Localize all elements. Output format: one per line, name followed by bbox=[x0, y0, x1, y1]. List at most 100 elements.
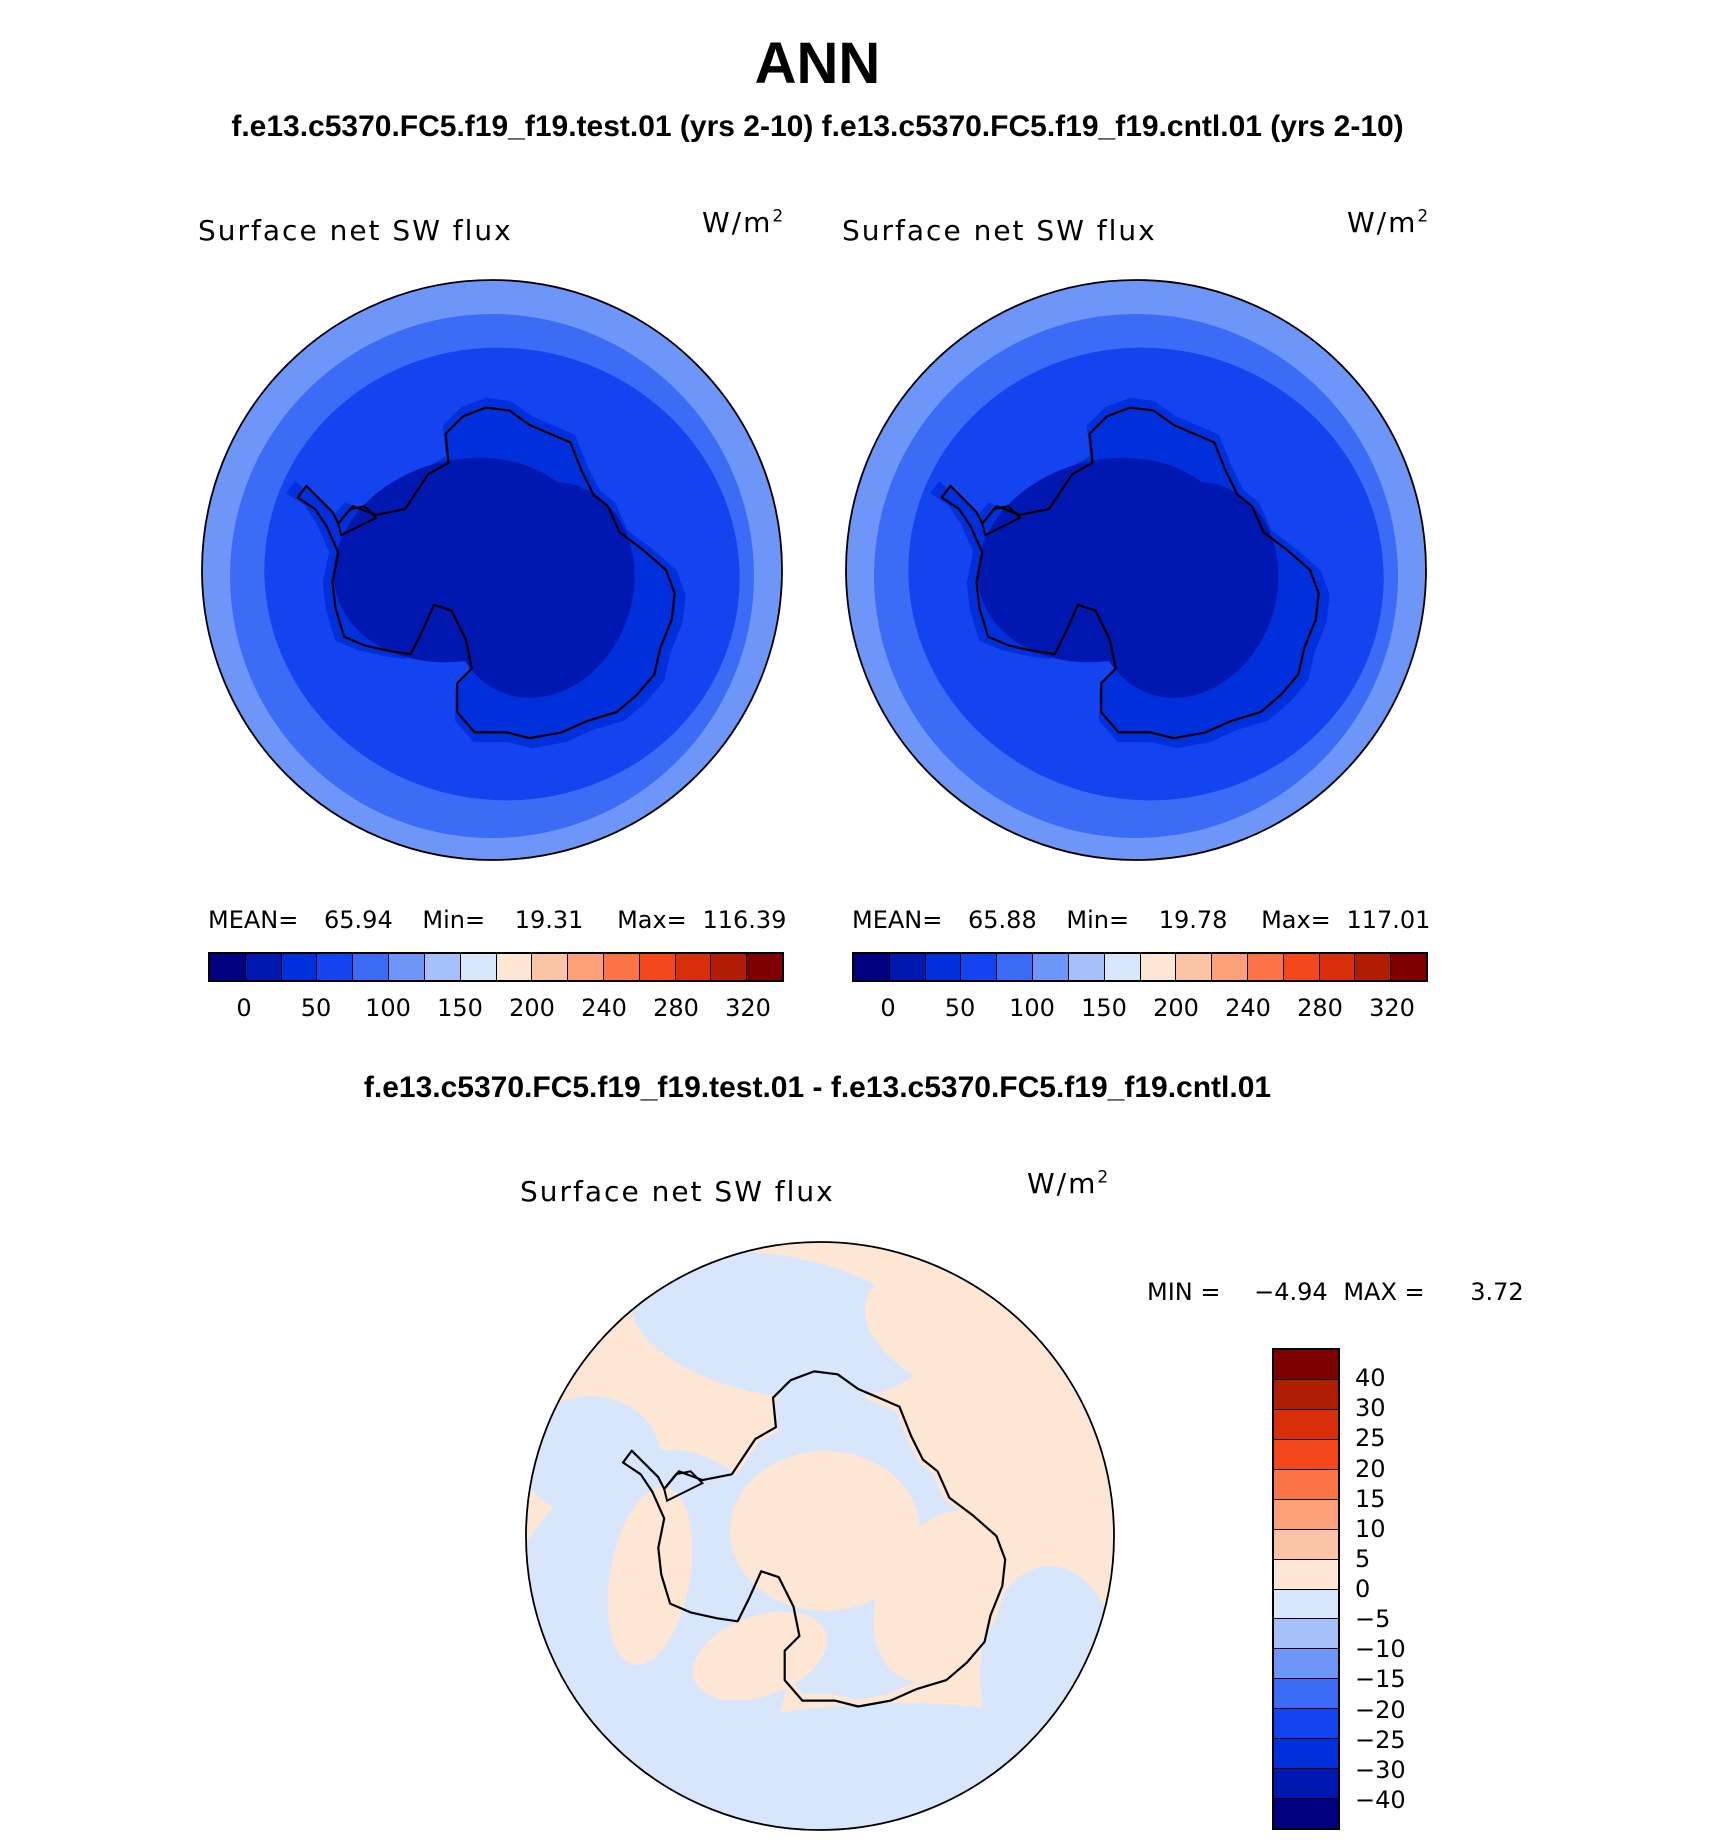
colorbar-swatch bbox=[854, 954, 890, 980]
colorbar-swatch bbox=[1283, 954, 1320, 980]
colorbar-tick-label: 100 bbox=[1009, 994, 1055, 1022]
colorbar-swatch bbox=[1319, 954, 1356, 980]
colorbar-swatch bbox=[747, 954, 782, 980]
colorbar-swatch bbox=[1274, 1619, 1338, 1650]
colorbar-swatch bbox=[1391, 954, 1426, 980]
panel1-min-value: 19.31 bbox=[514, 906, 584, 934]
figure-subtitle: f.e13.c5370.FC5.f19_f19.test.01 (yrs 2-1… bbox=[231, 110, 1404, 143]
colorbar-tick-label: 200 bbox=[1153, 994, 1199, 1022]
colorbar-swatch bbox=[1274, 1559, 1338, 1590]
colorbar-swatch bbox=[1274, 1529, 1338, 1560]
colorbar-swatch bbox=[281, 954, 318, 980]
colorbar-swatch bbox=[1274, 1709, 1338, 1740]
panel2-colorbar bbox=[852, 952, 1428, 982]
colorbar-tick-label: 280 bbox=[1297, 994, 1343, 1022]
colorbar-tick-label: −20 bbox=[1355, 1695, 1406, 1724]
colorbar-swatch bbox=[1274, 1469, 1338, 1500]
colorbar-swatch bbox=[1274, 1350, 1338, 1380]
colorbar-tick-label: 240 bbox=[1225, 994, 1271, 1022]
panel2-mean-label: MEAN= bbox=[852, 906, 943, 934]
colorbar-swatch bbox=[496, 954, 533, 980]
diff-map bbox=[525, 1241, 1115, 1831]
colorbar-tick-label: 50 bbox=[300, 994, 332, 1022]
colorbar-swatch bbox=[1274, 1739, 1338, 1770]
panel1-units: W/m2 bbox=[702, 206, 786, 239]
colorbar-tick-label: 320 bbox=[1369, 994, 1415, 1022]
diff-max-value: 3.72 bbox=[1470, 1278, 1524, 1306]
diff-min-label: MIN = bbox=[1147, 1278, 1221, 1306]
panel2-map bbox=[845, 279, 1427, 861]
colorbar-swatch bbox=[603, 954, 640, 980]
colorbar-tick-label: 150 bbox=[437, 994, 483, 1022]
colorbar-swatch bbox=[1274, 1379, 1338, 1410]
panel2-max-value: 117.01 bbox=[1346, 906, 1431, 934]
colorbar-tick-label: 320 bbox=[725, 994, 771, 1022]
colorbar-tick-label: 0 bbox=[236, 994, 252, 1022]
colorbar-tick-label: 0 bbox=[1355, 1575, 1371, 1603]
colorbar-swatch bbox=[1274, 1679, 1338, 1710]
colorbar-swatch bbox=[568, 954, 604, 980]
diff-units: W/m2 bbox=[1027, 1167, 1111, 1200]
panel1-stats: MEAN= 65.94 Min= 19.31 Max= 116.39 bbox=[208, 906, 786, 934]
colorbar-tick-label: 100 bbox=[365, 994, 411, 1022]
panel1-max-label: Max= bbox=[617, 906, 687, 934]
panel1-mean-label: MEAN= bbox=[208, 906, 299, 934]
colorbar-tick-label: 50 bbox=[944, 994, 976, 1022]
colorbar-tick-label: 25 bbox=[1355, 1424, 1386, 1453]
colorbar-tick-label: 150 bbox=[1081, 994, 1127, 1022]
colorbar-tick-label: 10 bbox=[1355, 1514, 1386, 1543]
panel2-max-label: Max= bbox=[1261, 906, 1331, 934]
colorbar-swatch bbox=[353, 954, 390, 980]
colorbar-swatch bbox=[424, 954, 461, 980]
diff-subtitle: f.e13.c5370.FC5.f19_f19.test.01 - f.e13.… bbox=[363, 1071, 1272, 1104]
colorbar-swatch bbox=[1176, 954, 1213, 980]
colorbar-swatch bbox=[1033, 954, 1069, 980]
panel1-mean-value: 65.94 bbox=[324, 906, 393, 934]
colorbar-swatch bbox=[925, 954, 962, 980]
colorbar-swatch bbox=[1212, 954, 1248, 980]
colorbar-swatch bbox=[889, 954, 926, 980]
colorbar-tick-label: 20 bbox=[1355, 1454, 1386, 1483]
panel2-mean-value: 65.88 bbox=[968, 906, 1037, 934]
diff-max-label: MAX = bbox=[1343, 1278, 1425, 1306]
colorbar-swatch bbox=[245, 954, 282, 980]
panel1-max-value: 116.39 bbox=[702, 906, 787, 934]
colorbar-swatch bbox=[389, 954, 425, 980]
panel2-label: Surface net SW flux bbox=[842, 214, 1157, 247]
diff-min-value: −4.94 bbox=[1254, 1278, 1328, 1306]
colorbar-tick-label: 40 bbox=[1355, 1364, 1386, 1393]
panel2-units: W/m2 bbox=[1347, 206, 1431, 239]
colorbar-swatch bbox=[1140, 954, 1177, 980]
colorbar-swatch bbox=[460, 954, 497, 980]
colorbar-swatch bbox=[1274, 1649, 1338, 1680]
colorbar-tick-label: 280 bbox=[653, 994, 699, 1022]
colorbar-swatch bbox=[675, 954, 712, 980]
colorbar-swatch bbox=[1274, 1589, 1338, 1620]
diff-colorbar bbox=[1272, 1348, 1340, 1830]
colorbar-swatch bbox=[1104, 954, 1141, 980]
colorbar-tick-label: −25 bbox=[1355, 1725, 1406, 1754]
diff-stats: MIN = −4.94 MAX = 3.72 bbox=[1147, 1278, 1524, 1306]
panel1-min-label: Min= bbox=[422, 906, 486, 934]
colorbar-swatch bbox=[1274, 1409, 1338, 1440]
figure-title: ANN bbox=[754, 31, 881, 96]
colorbar-tick-label: 240 bbox=[581, 994, 627, 1022]
panel1-label: Surface net SW flux bbox=[198, 214, 513, 247]
colorbar-tick-label: −30 bbox=[1355, 1755, 1406, 1784]
colorbar-tick-label: 15 bbox=[1355, 1484, 1386, 1513]
colorbar-swatch bbox=[639, 954, 676, 980]
colorbar-tick-label: 5 bbox=[1355, 1544, 1371, 1573]
colorbar-swatch bbox=[317, 954, 354, 980]
colorbar-tick-label: −5 bbox=[1355, 1605, 1391, 1634]
colorbar-swatch bbox=[1355, 954, 1392, 980]
colorbar-tick-label: −10 bbox=[1355, 1635, 1406, 1664]
colorbar-swatch bbox=[1247, 954, 1284, 980]
panel1-map bbox=[201, 279, 783, 861]
colorbar-swatch bbox=[711, 954, 748, 980]
colorbar-swatch bbox=[210, 954, 246, 980]
panel2-min-label: Min= bbox=[1066, 906, 1130, 934]
colorbar-tick-label: −40 bbox=[1355, 1785, 1406, 1814]
colorbar-swatch bbox=[1274, 1769, 1338, 1800]
colorbar-tick-label: 200 bbox=[509, 994, 555, 1022]
colorbar-swatch bbox=[961, 954, 998, 980]
